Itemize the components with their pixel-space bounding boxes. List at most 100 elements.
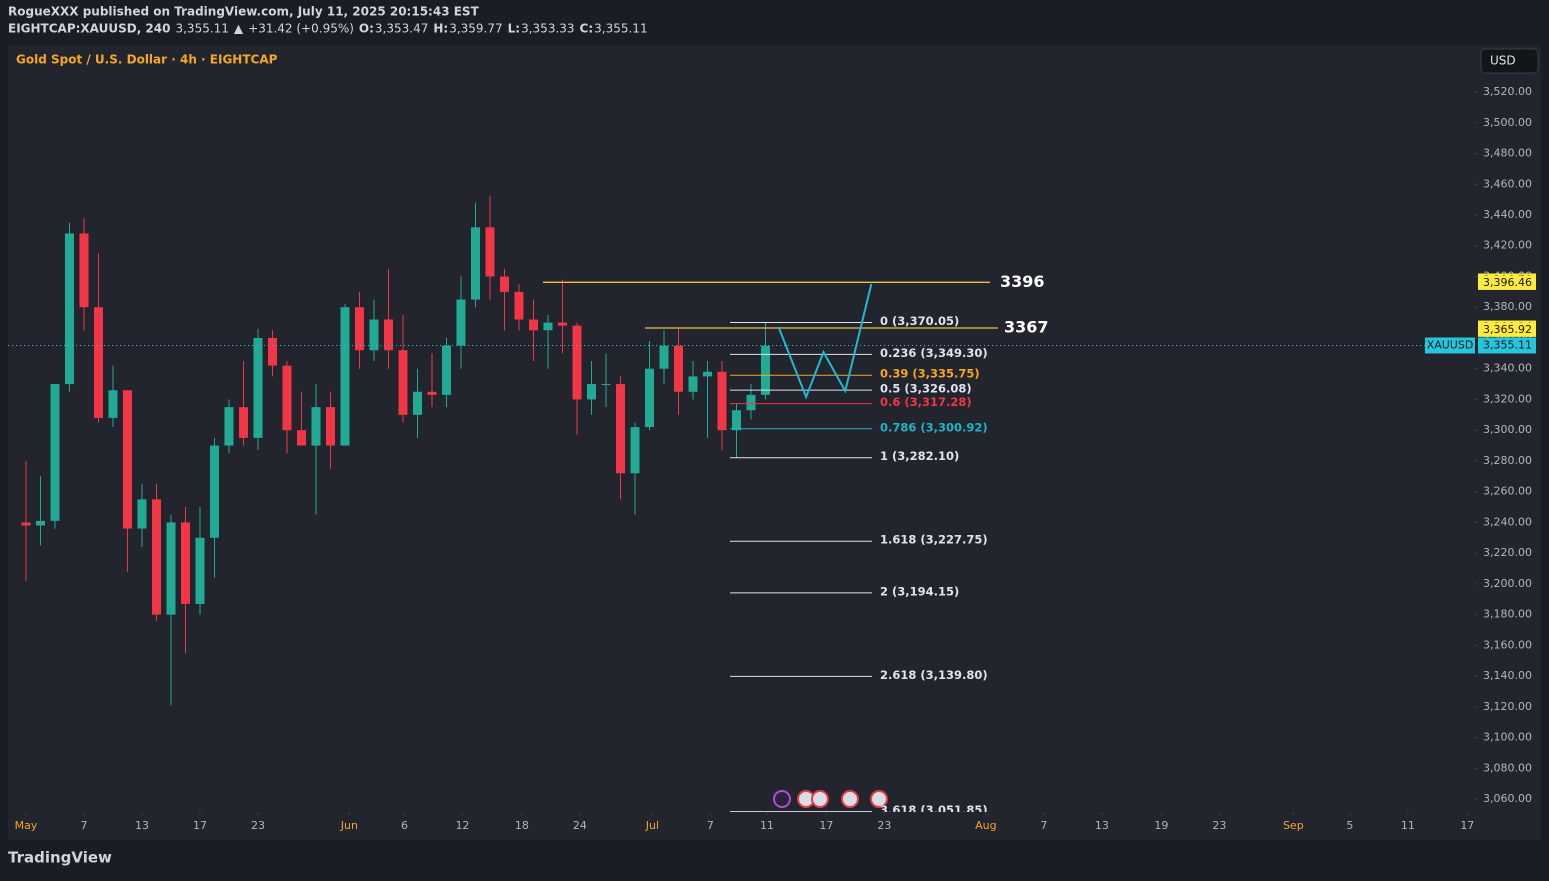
- y-tick-label: 3,160.00: [1483, 638, 1532, 651]
- y-tick-label: 3,060.00: [1483, 792, 1532, 805]
- last-price-name-box: [1425, 337, 1475, 354]
- y-tick-label: 3,300.00: [1483, 423, 1532, 436]
- candle-body: [601, 384, 611, 386]
- fib-label: 0.6 (3,317.28): [880, 395, 972, 409]
- y-tick-label: 3,380.00: [1483, 300, 1532, 313]
- y-tick-label: 3,500.00: [1483, 116, 1532, 129]
- x-tick-label: Aug: [975, 819, 996, 832]
- fib-label: 1.618 (3,227.75): [880, 533, 988, 547]
- candle-body: [427, 391, 437, 395]
- candle-body: [35, 520, 45, 526]
- candle-body: [528, 319, 538, 331]
- candle-body: [630, 427, 640, 474]
- x-tick-label: 7: [80, 819, 87, 832]
- header-text: 3,355.11: [175, 22, 228, 36]
- x-tick-label: 23: [1212, 819, 1226, 832]
- candle-body: [195, 537, 205, 604]
- chart-title: Gold Spot / U.S. Dollar · 4h · EIGHTCAP: [16, 53, 278, 67]
- event-icon[interactable]: [841, 790, 859, 808]
- x-tick-label: 13: [135, 819, 149, 832]
- price-marker-label: 3,396.46: [1483, 276, 1532, 289]
- candle-body: [253, 337, 263, 438]
- y-tick-label: 3,120.00: [1483, 700, 1532, 713]
- x-tick-label: 5: [1346, 819, 1353, 832]
- candle-body: [456, 299, 466, 346]
- candle-body: [282, 365, 292, 431]
- event-icon[interactable]: [773, 790, 791, 808]
- candle-body: [79, 233, 89, 308]
- candle-body: [311, 407, 321, 446]
- x-tick-label: 24: [573, 819, 587, 832]
- chart-pane: [8, 45, 1541, 840]
- x-tick-label: 17: [193, 819, 207, 832]
- candle-body: [412, 391, 422, 415]
- x-tick-label: 7: [707, 819, 714, 832]
- event-icon[interactable]: [811, 790, 829, 808]
- x-tick-label: 12: [455, 819, 469, 832]
- y-tick-label: 3,260.00: [1483, 485, 1532, 498]
- level-label: 3367: [1004, 317, 1049, 336]
- fib-label: 2.618 (3,139.80): [880, 668, 988, 682]
- candle-body: [760, 345, 770, 395]
- candle-body: [64, 233, 74, 385]
- event-icons: [773, 790, 888, 808]
- candle-body: [238, 407, 248, 438]
- y-tick-label: 3,440.00: [1483, 208, 1532, 221]
- candle-body: [644, 368, 654, 428]
- y-tick-label: 3,180.00: [1483, 608, 1532, 621]
- ohlc-value: 3,355.11: [594, 22, 647, 36]
- candle-body: [93, 307, 103, 418]
- publisher: RogueXXX published on TradingView.com, J…: [8, 5, 480, 19]
- x-tick-label: 23: [251, 819, 265, 832]
- x-tick-label: Jul: [645, 819, 659, 832]
- candle-body: [50, 384, 60, 521]
- x-tick-label: May: [15, 819, 38, 832]
- price-marker: [1478, 322, 1536, 337]
- header-text: ▲: [234, 22, 244, 36]
- last-price-label: 3,355.11: [1483, 338, 1532, 351]
- y-tick-label: 3,340.00: [1483, 362, 1532, 375]
- level-label: 3396: [1000, 272, 1045, 291]
- currency-button[interactable]: [1480, 48, 1539, 74]
- last-price-box: [1478, 337, 1536, 354]
- fib-label: 0.786 (3,300.92): [880, 420, 988, 434]
- candle-body: [369, 319, 379, 351]
- x-tick-label: 11: [1401, 819, 1415, 832]
- x-tick-label: 11: [760, 819, 774, 832]
- fib-label: 0 (3,370.05): [880, 314, 959, 328]
- x-tick-label: 7: [1040, 819, 1047, 832]
- plot-area: 3396 3367 0 (3,370.05) 0.236 (3,349.30) 0.39…: [8, 196, 1475, 812]
- candle-body: [122, 390, 132, 529]
- y-tick-label: 3,080.00: [1483, 761, 1532, 774]
- last-price-name: XAUUSD: [1427, 338, 1474, 351]
- candle-body: [659, 345, 669, 369]
- candle-body: [340, 307, 350, 446]
- x-tick-label: 23: [877, 819, 891, 832]
- x-tick-label: 17: [1460, 819, 1474, 832]
- y-tick-label: 3,220.00: [1483, 546, 1532, 559]
- candle-body: [470, 227, 480, 300]
- header-text: EIGHTCAP:XAUUSD, 240: [8, 22, 170, 36]
- candle-body: [543, 322, 553, 331]
- candle-body: [383, 319, 393, 351]
- candle-body: [108, 390, 118, 418]
- currency[interactable]: USD: [1490, 54, 1516, 68]
- candle-body: [499, 276, 509, 292]
- fib-label: 0.39 (3,335.75): [880, 367, 980, 381]
- fib-label: 0.5 (3,326.08): [880, 382, 972, 396]
- header-text: +31.42 (+0.95%): [248, 22, 354, 36]
- y-tick-label: 3,240.00: [1483, 515, 1532, 528]
- candle-body: [731, 410, 741, 431]
- event-icon[interactable]: [870, 790, 888, 808]
- candle-body: [717, 371, 727, 431]
- y-tick-label: 3,460.00: [1483, 177, 1532, 190]
- logo[interactable]: TradingView: [8, 849, 112, 867]
- candle-body: [180, 522, 190, 604]
- ohlc-key: H:: [433, 22, 448, 36]
- candle-body: [296, 430, 306, 446]
- y-tick-label: 3,480.00: [1483, 147, 1532, 160]
- candle-body: [398, 350, 408, 415]
- symbol-line: EIGHTCAP:XAUUSD, 240 3,355.11 ▲ +31.42 (+0.…: [8, 22, 648, 36]
- projection-path: [777, 283, 873, 400]
